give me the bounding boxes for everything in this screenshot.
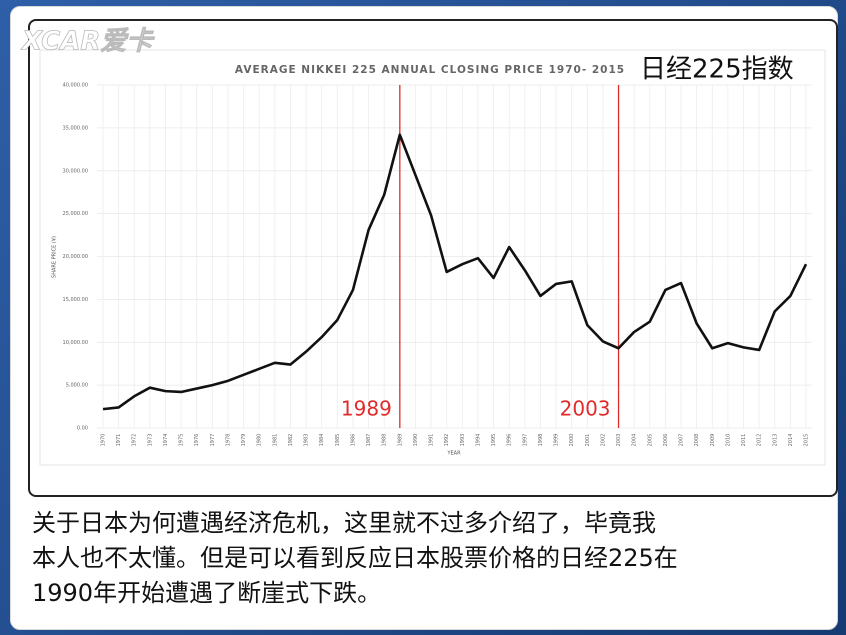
x-tick-label: 1989 [397, 434, 403, 447]
x-tick-label: 2013 [772, 434, 778, 447]
caption: 关于日本为何遭遇经济危机，这里就不过多介绍了，毕竟我 本人也不太懂。但是可以看到… [32, 506, 678, 611]
x-tick-label: 1993 [460, 434, 466, 447]
x-tick-label: 1994 [475, 434, 481, 447]
x-axis-label: YEAR [446, 451, 461, 457]
plot-background [39, 49, 826, 466]
x-tick-label: 1979 [241, 434, 247, 447]
x-tick-label: 1976 [194, 434, 200, 447]
x-tick-label: 2001 [585, 434, 591, 447]
x-tick-label: 1974 [163, 434, 169, 447]
x-tick-label: 1978 [225, 434, 231, 447]
x-tick-label: 2005 [647, 434, 653, 447]
x-tick-label: 2003 [616, 434, 622, 447]
annotation-label: 2003 [560, 397, 611, 421]
y-tick-label: 10,000.00 [63, 340, 88, 346]
x-tick-label: 1981 [272, 434, 278, 447]
y-tick-label: 5,000.00 [66, 383, 88, 389]
watermark: XCAR爱卡 [20, 27, 155, 57]
y-tick-label: 30,000.00 [63, 168, 88, 174]
x-tick-label: 1985 [335, 434, 341, 447]
chart-title: AVERAGE NIKKEI 225 ANNUAL CLOSING PRICE … [235, 64, 625, 76]
x-tick-label: 2010 [725, 434, 731, 447]
x-tick-label: 1988 [382, 434, 388, 447]
x-tick-label: 2004 [632, 434, 638, 447]
x-tick-label: 1986 [350, 434, 356, 447]
y-tick-label: 15,000.00 [63, 297, 88, 303]
x-tick-label: 2002 [600, 434, 606, 447]
x-tick-label: 1995 [491, 434, 497, 447]
y-tick-label: 40,000.00 [63, 83, 88, 89]
x-tick-label: 1970 [101, 434, 107, 447]
y-tick-label: 35,000.00 [63, 125, 88, 131]
x-tick-label: 1998 [538, 434, 544, 447]
x-tick-label: 1982 [288, 434, 294, 447]
x-tick-label: 1984 [319, 434, 325, 447]
x-tick-label: 1972 [132, 434, 138, 447]
overlay-title: 日经225指数 [640, 55, 794, 85]
annotation-label: 1989 [341, 397, 392, 421]
x-tick-label: 2006 [663, 434, 669, 447]
data-line [102, 133, 808, 411]
x-tick-label: 1977 [210, 434, 216, 447]
x-tick-label: 1996 [507, 434, 513, 447]
y-tick-label: 25,000.00 [63, 211, 88, 217]
x-tick-label: 1990 [413, 434, 419, 447]
x-tick-label: 1991 [429, 434, 435, 447]
caption-line: 本人也不太懂。但是可以看到反应日本股票价格的日经225在 [32, 544, 678, 572]
x-tick-label: 2007 [679, 434, 685, 447]
x-tick-label: 1983 [304, 434, 310, 447]
x-tick-label: 1980 [257, 434, 263, 447]
x-tick-label: 2014 [788, 434, 794, 447]
x-tick-label: 1971 [116, 434, 122, 447]
x-tick-label: 1987 [366, 434, 372, 447]
y-axis-label: SHARE PRICE (¥) [52, 236, 58, 278]
caption-line: 1990年开始遭遇了断崖式下跌。 [32, 579, 382, 607]
caption-line: 关于日本为何遭遇经济危机，这里就不过多介绍了，毕竟我 [32, 509, 656, 537]
y-tick-label: 20,000.00 [63, 254, 88, 260]
x-tick-label: 2011 [741, 434, 747, 447]
x-tick-label: 2009 [710, 434, 716, 447]
x-tick-label: 1973 [147, 434, 153, 447]
x-tick-label: 1992 [444, 434, 450, 447]
x-tick-label: 2008 [694, 434, 700, 447]
x-tick-label: 1999 [554, 434, 560, 447]
x-tick-label: 2012 [757, 434, 763, 447]
x-tick-label: 1975 [179, 434, 185, 447]
x-tick-label: 1997 [522, 434, 528, 447]
x-tick-label: 2015 [804, 434, 810, 447]
x-tick-label: 2000 [569, 434, 575, 447]
y-tick-label: 0.00 [77, 426, 88, 432]
